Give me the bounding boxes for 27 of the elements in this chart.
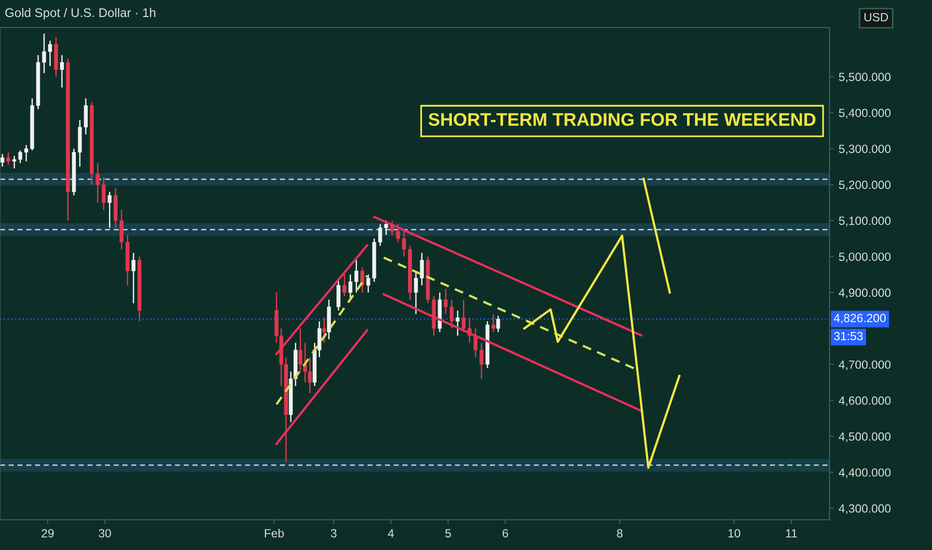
y-tick-label: 4,600.000: [838, 396, 891, 406]
y-tick-label: 5,400.000: [838, 108, 891, 119]
x-tick-label: 3: [330, 529, 336, 538]
ref-line-label: 4,826.200: [834, 314, 886, 324]
annotation: SHORT-TERM TRADING FOR THE WEEKEND: [428, 113, 816, 126]
y-tick-label: 4,400.000: [838, 468, 891, 478]
y-tick-label: 5,500.000: [838, 72, 891, 83]
x-tick-label: 10: [728, 529, 740, 538]
x-tick-label: 29: [42, 529, 54, 538]
text: 31:53: [834, 332, 863, 340]
y-tick-label: 4,300.000: [838, 504, 891, 514]
x-tick-label: 6: [502, 529, 508, 538]
y-tick-label: 5,300.000: [838, 144, 891, 154]
y-tick-label: 4,900.000: [838, 288, 891, 298]
x-tick-label: Feb: [264, 528, 284, 538]
y-tick-label: 4,700.000: [838, 360, 891, 370]
x-tick-label: 30: [98, 529, 111, 538]
y-tick-label: 5,200.000: [838, 180, 891, 190]
y-tick-label: 5,100.000: [838, 216, 891, 226]
y-tick-label: 4,500.000: [838, 432, 891, 442]
y-tick-label: 5,000.000: [838, 252, 891, 262]
chart-title: Gold Spot / U.S. Dollar · 1h: [5, 8, 156, 20]
x-tick-label: 4: [388, 529, 394, 538]
x-tick-label: 5: [445, 529, 451, 538]
text: USD: [864, 12, 888, 22]
x-tick-label: 11: [786, 529, 797, 538]
x-tick-label: 8: [616, 529, 622, 538]
